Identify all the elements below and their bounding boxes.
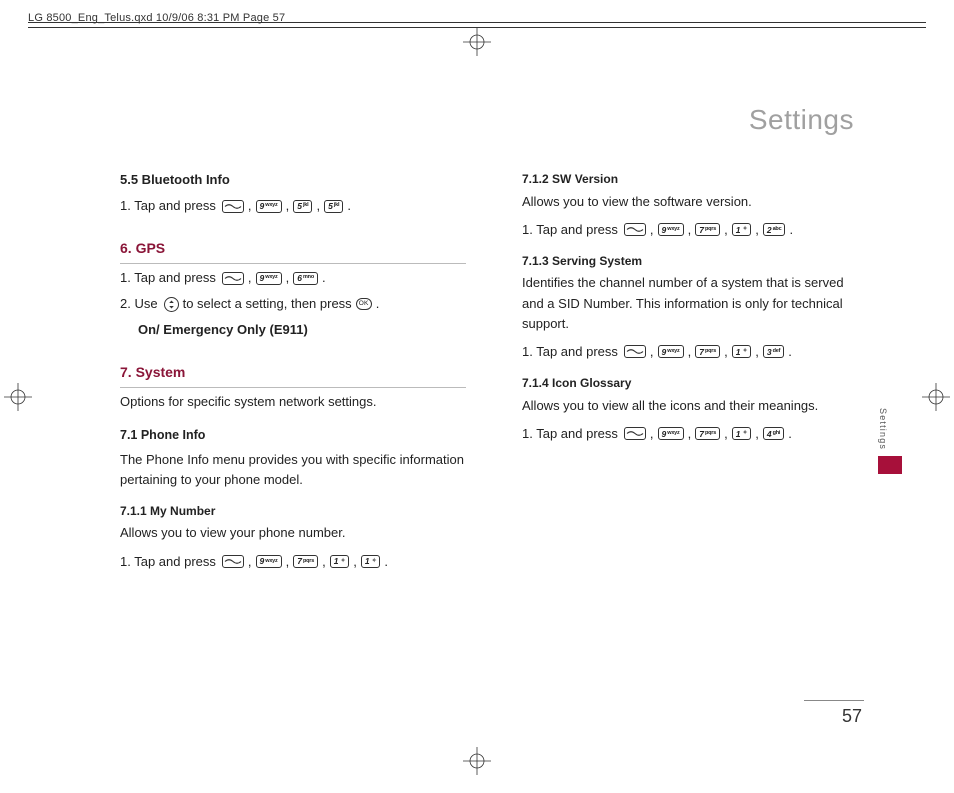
heading-7-1-3: 7.1.3 Serving System	[522, 252, 868, 271]
nav-updown-key-icon	[164, 297, 179, 312]
section-tab: Settings	[878, 408, 892, 474]
heading-6-gps: 6. GPS	[120, 238, 466, 264]
heading-7-1-1: 7.1.1 My Number	[120, 502, 466, 521]
menu-key-icon	[624, 223, 646, 236]
text-7-1-1-desc: Allows you to view your phone number.	[120, 523, 466, 543]
menu-key-icon	[624, 427, 646, 440]
step-7-1-2: 1. Tap and press , 9wxyz , 7pqrs , 1 ✧ ,…	[522, 220, 868, 240]
heading-7-1-4: 7.1.4 Icon Glossary	[522, 374, 868, 393]
step-7-1-1: 1. Tap and press , 9wxyz , 7pqrs , 1 ✧ ,…	[120, 552, 466, 572]
key-2-icon: 2abc	[763, 223, 786, 236]
key-7-icon: 7pqrs	[293, 555, 318, 568]
key-4-icon: 4ghi	[763, 427, 784, 440]
key-3-icon: 3def	[763, 345, 784, 358]
heading-7-1: 7.1 Phone Info	[120, 426, 466, 445]
key-1-icon: 1 ✧	[732, 345, 751, 358]
key-9-icon: 9wxyz	[658, 427, 684, 440]
step-7-1-4: 1. Tap and press , 9wxyz , 7pqrs , 1 ✧ ,…	[522, 424, 868, 444]
text-7-1-3-desc: Identifies the channel number of a syste…	[522, 273, 868, 333]
step-6-2: 2. Use to select a setting, then press O…	[120, 294, 466, 314]
key-9-icon: 9wxyz	[658, 345, 684, 358]
key-1-icon: 1 ✧	[732, 427, 751, 440]
key-7-icon: 7pqrs	[695, 427, 720, 440]
key-9-icon: 9wxyz	[256, 555, 282, 568]
page-number-rule	[804, 700, 864, 701]
registration-mark-left-icon	[4, 383, 32, 411]
key-7-icon: 7pqrs	[695, 345, 720, 358]
menu-key-icon	[222, 200, 244, 213]
key-1-icon: 1 ✧	[361, 555, 380, 568]
step-5-5-1: 1. Tap and press , 9wxyz , 5jkl , 5jkl .	[120, 196, 466, 216]
registration-mark-top-icon	[463, 28, 491, 56]
key-5-icon: 5jkl	[293, 200, 312, 213]
right-column: 7.1.2 SW Version Allows you to view the …	[522, 170, 868, 705]
section-tab-block	[878, 456, 902, 474]
menu-key-icon	[624, 345, 646, 358]
text-7-1-desc: The Phone Info menu provides you with sp…	[120, 450, 466, 490]
heading-7-system: 7. System	[120, 362, 466, 388]
page-title-area: Settings	[749, 104, 854, 136]
key-5-icon: 5jkl	[324, 200, 343, 213]
text-7-1-4-desc: Allows you to view all the icons and the…	[522, 396, 868, 416]
left-column: 5.5 Bluetooth Info 1. Tap and press , 9w…	[120, 170, 466, 705]
step-6-1: 1. Tap and press , 9wxyz , 6mno .	[120, 268, 466, 288]
registration-mark-right-icon	[922, 383, 950, 411]
key-9-icon: 9wxyz	[658, 223, 684, 236]
registration-mark-bottom-icon	[463, 747, 491, 775]
key-9-icon: 9wxyz	[256, 272, 282, 285]
ok-key-icon: OK	[356, 298, 372, 310]
page-title: Settings	[749, 104, 854, 136]
section-tab-label: Settings	[878, 408, 888, 450]
manual-page: LG 8500_Eng_Telus.qxd 10/9/06 8:31 PM Pa…	[0, 0, 954, 793]
heading-5-5: 5.5 Bluetooth Info	[120, 170, 466, 190]
menu-key-icon	[222, 555, 244, 568]
page-number: 57	[842, 706, 862, 727]
key-7-icon: 7pqrs	[695, 223, 720, 236]
heading-7-1-2: 7.1.2 SW Version	[522, 170, 868, 189]
step-6-2-options: On/ Emergency Only (E911)	[120, 320, 466, 340]
content-columns: 5.5 Bluetooth Info 1. Tap and press , 9w…	[120, 170, 868, 705]
menu-key-icon	[222, 272, 244, 285]
key-6-icon: 6mno	[293, 272, 318, 285]
text-7-1-2-desc: Allows you to view the software version.	[522, 192, 868, 212]
key-1-icon: 1 ✧	[732, 223, 751, 236]
text-7-desc: Options for specific system network sett…	[120, 392, 466, 412]
key-1-icon: 1 ✧	[330, 555, 349, 568]
key-9-icon: 9wxyz	[256, 200, 282, 213]
step-7-1-3: 1. Tap and press , 9wxyz , 7pqrs , 1 ✧ ,…	[522, 342, 868, 362]
